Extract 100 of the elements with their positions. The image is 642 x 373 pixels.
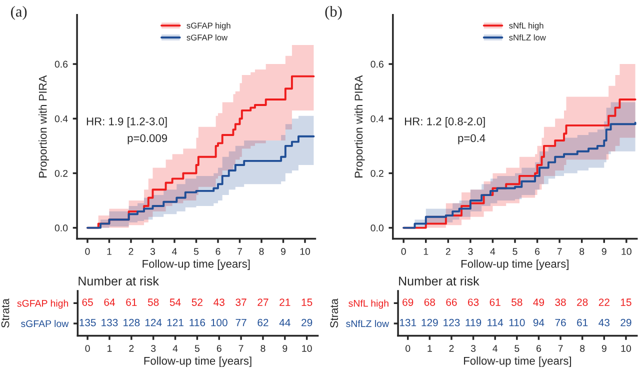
data-label: 43 — [214, 298, 224, 306]
y-tick-label: 0.4 — [54, 115, 68, 122]
x-tick-label: 5 — [514, 345, 520, 352]
data-label: 133 — [102, 318, 118, 326]
chart-title: Number at risk — [78, 276, 159, 286]
x-tick-label: 1 — [428, 345, 432, 352]
x-tick-label: 6 — [536, 344, 541, 352]
x-tick-label: 2 — [449, 344, 454, 352]
legend-label: sGFAP high — [186, 22, 230, 30]
x-axis-title: Follow-up time [years] — [144, 356, 252, 367]
x-tick-label: 6 — [216, 344, 222, 352]
x-tick-label: 8 — [260, 344, 266, 352]
y-tick-label: 0.2 — [54, 170, 68, 177]
data-label: 22 — [598, 298, 610, 306]
y-axis-title: Proportion with PIRA — [38, 75, 49, 178]
x-tick-label: 9 — [282, 344, 288, 352]
x-axis-title: Follow-up time [years] — [142, 260, 250, 270]
data-label: 62 — [258, 318, 268, 326]
x-tick-label: 6 — [535, 248, 540, 255]
y-axis-title: Strata — [1, 298, 10, 328]
x-tick-label: 2 — [446, 248, 450, 255]
x-tick-label: 10 — [622, 248, 632, 255]
x-tick-label: 4 — [492, 345, 498, 352]
data-label: 64 — [104, 298, 115, 306]
y-tick-label: 0.2 — [370, 170, 384, 177]
data-label: 65 — [82, 298, 93, 306]
x-tick-label: 7 — [238, 345, 244, 352]
data-label: 49 — [533, 298, 544, 306]
x-tick-label: 2 — [129, 344, 134, 352]
x-tick-label: 1 — [424, 248, 428, 255]
data-label: 123 — [444, 318, 460, 326]
x-tick-label: 5 — [512, 248, 518, 255]
data-label: 27 — [258, 298, 268, 306]
data-label: 77 — [236, 319, 246, 326]
data-label: 68 — [424, 298, 436, 306]
x-tick-label: 6 — [216, 248, 220, 255]
data-label: 29 — [620, 318, 632, 326]
data-label: 94 — [533, 318, 544, 326]
data-label: 110 — [509, 318, 525, 326]
data-label: 61 — [126, 298, 137, 306]
x-tick-label: 0 — [85, 344, 90, 352]
data-label: 128 — [124, 318, 140, 326]
y-tick-label: 0.0 — [370, 224, 384, 232]
data-label: 121 — [167, 318, 184, 326]
legend-label: sNfLZ low — [509, 34, 546, 40]
x-tick-label: 5 — [194, 248, 199, 255]
x-tick-label: 4 — [172, 248, 177, 255]
data-label: 37 — [236, 298, 246, 306]
x-tick-label: 8 — [259, 248, 264, 255]
legend-label: sNfL high — [509, 22, 544, 30]
x-tick-label: 8 — [580, 248, 584, 255]
data-label: 100 — [211, 318, 228, 326]
x-tick-label: 3 — [150, 248, 156, 255]
data-label: 15 — [620, 298, 632, 306]
x-tick-label: 5 — [194, 345, 200, 352]
x-tick-label: 7 — [238, 248, 242, 255]
x-tick-label: 9 — [281, 248, 286, 255]
x-tick-label: 7 — [558, 345, 563, 352]
data-label: 21 — [280, 298, 290, 306]
x-tick-label: 3 — [470, 344, 476, 352]
data-label: 66 — [446, 298, 457, 306]
data-label: 44 — [279, 319, 290, 326]
x-tick-label: 4 — [490, 248, 496, 255]
annotation: p=0.009 — [128, 134, 168, 144]
data-label: 131 — [400, 318, 416, 326]
legend-label: sGFAP low — [186, 34, 228, 40]
data-label: 29 — [302, 318, 312, 326]
chart-title: (b) — [325, 6, 342, 20]
data-label: 38 — [555, 298, 566, 306]
data-label: 15 — [302, 298, 312, 306]
data-label: 119 — [466, 318, 482, 326]
x-tick-label: 4 — [172, 345, 178, 352]
data-label: 52 — [192, 298, 202, 306]
data-label: 58 — [148, 298, 159, 306]
x-tick-label: 8 — [580, 344, 585, 352]
data-label: 43 — [598, 318, 610, 326]
annotation: p=0.4 — [458, 134, 486, 144]
x-tick-label: 3 — [468, 248, 473, 255]
x-tick-label: 9 — [602, 248, 606, 255]
x-tick-label: 10 — [302, 344, 312, 352]
annotation: HR: 1.2 [0.8-2.0] — [405, 117, 485, 128]
y-tick-label: sGFAP high — [17, 300, 68, 309]
x-tick-label: 10 — [300, 248, 310, 255]
data-label: 69 — [402, 298, 414, 306]
x-tick-label: 2 — [128, 248, 134, 255]
x-tick-label: 1 — [108, 345, 112, 352]
chart-title: Number at risk — [399, 276, 480, 286]
data-label: 61 — [490, 298, 500, 306]
x-tick-label: 7 — [557, 248, 562, 255]
y-axis-title: Strata — [330, 298, 338, 328]
data-label: 76 — [555, 318, 566, 326]
data-label: 63 — [468, 298, 479, 306]
y-tick-label: 0.6 — [54, 60, 68, 68]
x-tick-label: 0 — [406, 344, 410, 352]
chart-title: (a) — [11, 6, 27, 20]
x-axis-title: Follow-up time [years] — [464, 356, 571, 367]
x-tick-label: 9 — [602, 344, 606, 352]
data-label: 28 — [577, 298, 588, 306]
data-label: 135 — [80, 318, 96, 326]
x-tick-label: 10 — [621, 344, 631, 352]
